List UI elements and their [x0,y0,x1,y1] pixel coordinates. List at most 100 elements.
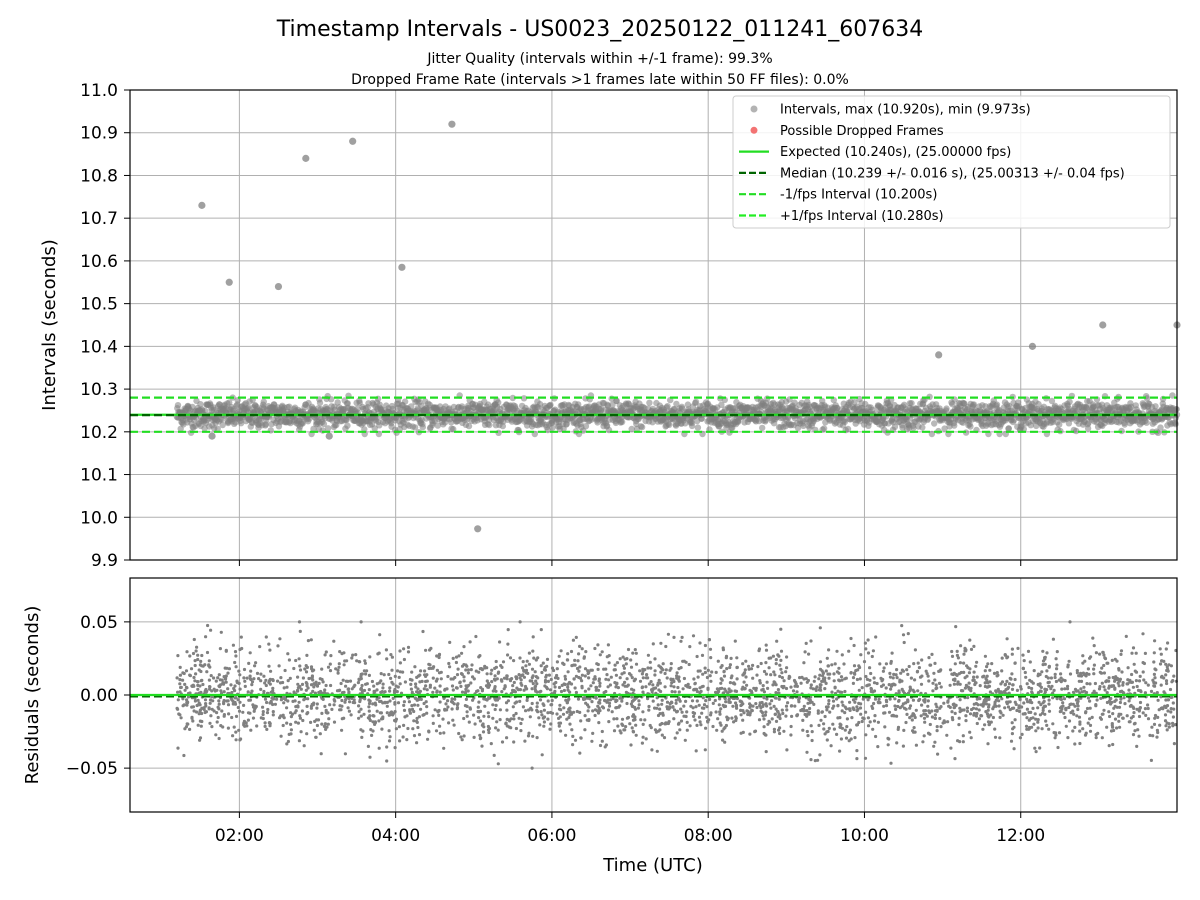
residual-point [320,711,324,716]
legend-label: -1/fps Interval (10.200s) [780,188,937,203]
residual-point [550,666,555,670]
residual-point [446,674,450,679]
residual-point [271,710,275,714]
residual-point [502,676,507,680]
residual-point [1110,722,1114,726]
residual-point [1041,708,1045,713]
residual-point [933,713,938,717]
residual-point [388,699,392,703]
residual-point [932,671,936,675]
residual-point [192,675,196,680]
interval-point [1073,427,1080,435]
residual-point [535,701,539,705]
residual-point [1019,685,1023,689]
residual-point [427,666,431,671]
residual-point [631,651,635,655]
residual-point [679,719,684,723]
interval-point [408,403,415,410]
residual-point [764,750,768,754]
residual-point [957,672,961,676]
residual-point [939,685,943,689]
residual-point [286,739,290,744]
residual-point [531,649,535,653]
residual-point [868,666,872,670]
residual-point [845,717,850,721]
residual-point [1094,703,1098,707]
residual-point [715,687,720,691]
residual-point [866,716,871,720]
residual-point [558,721,563,725]
residual-point [747,667,751,671]
interval-point [286,403,293,410]
residual-point [1078,741,1082,746]
residual-point [719,707,723,711]
intervals-y-label: Intervals (seconds) [39,239,60,411]
residual-point [389,711,393,715]
interval-point [1172,420,1179,428]
interval-point [419,423,426,431]
residual-point [1135,744,1139,749]
residual-point [735,696,740,701]
residual-point [422,687,426,691]
residual-point [1071,729,1075,733]
residual-point [237,669,241,673]
residual-point [660,733,664,737]
residual-point [465,704,469,709]
residual-point [286,679,290,683]
residual-point [852,643,856,648]
residual-point [669,678,673,682]
residual-point [1132,662,1136,666]
residual-point [600,729,604,734]
residual-point [722,669,726,673]
residual-point [454,655,459,659]
residual-point [806,734,810,738]
intervals-y-tick-label: 10.4 [80,337,118,357]
residual-point [265,727,269,732]
residual-point [198,738,202,742]
residual-point [346,706,350,710]
residual-point [348,700,352,704]
residual-point [371,714,375,718]
interval-point [434,422,441,429]
residual-point [986,714,990,718]
residual-point [495,698,500,702]
residual-point [821,677,826,681]
residual-point [501,660,506,664]
residual-point [179,685,183,690]
residual-point [1055,650,1059,654]
residual-point [823,714,827,719]
interval-point [316,399,324,407]
residual-point [534,679,538,683]
residual-point [577,669,581,673]
residual-point [338,708,342,712]
residual-point [995,674,999,678]
interval-point [174,402,182,409]
residual-point [318,677,322,681]
residual-point [496,728,500,732]
residual-point [417,733,422,737]
residual-point [208,701,212,705]
residual-point [1036,726,1040,730]
residual-point [825,656,829,660]
interval-point [334,399,341,406]
residual-point [1164,673,1168,677]
residual-point [338,704,342,708]
residual-point [827,726,831,731]
residual-point [680,635,684,640]
residual-point [1113,687,1117,691]
residual-point [598,684,602,688]
residual-point [626,647,631,652]
residual-point [827,648,831,652]
residual-point [1134,651,1138,655]
residual-point [305,704,309,709]
residual-point [530,687,534,691]
interval-point [684,401,692,408]
residual-point [1011,683,1015,687]
residual-point [936,752,940,756]
residual-point [218,683,223,687]
residual-point [474,634,478,639]
residual-point [224,649,228,653]
residual-point [825,738,829,742]
residual-point [464,668,468,672]
residual-point [779,627,783,631]
